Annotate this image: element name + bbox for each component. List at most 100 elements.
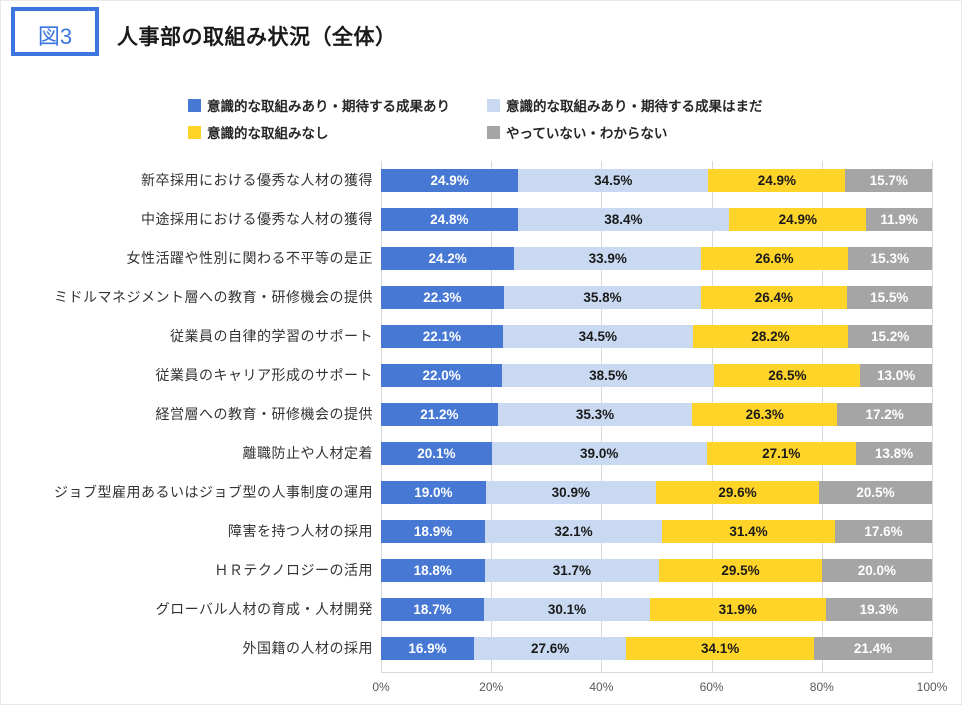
bar-segment: 13.8% xyxy=(855,442,932,465)
bar-segment: 35.8% xyxy=(503,286,702,309)
bar-segment: 13.0% xyxy=(860,364,932,387)
segment-value-label: 28.2% xyxy=(751,329,790,344)
bar-row: 20.1% 39.0% 27.1% 13.8% xyxy=(381,442,932,465)
bar-row: 22.1% 34.5% 28.2% 15.2% xyxy=(381,325,932,348)
bar-segment: 18.9% xyxy=(381,520,486,543)
category-label: グローバル人材の育成・人材開発 xyxy=(155,601,373,617)
x-axis-tick: 40% xyxy=(589,680,614,694)
segment-value-label: 20.1% xyxy=(417,446,456,461)
segment-value-label: 26.3% xyxy=(745,407,784,422)
legend-item-series-4: やっていない・わからない xyxy=(487,124,667,141)
legend-label: 意識的な取組みあり・期待する成果はまだ xyxy=(506,99,763,114)
segment-value-label: 19.3% xyxy=(859,602,898,617)
bar-segment: 24.9% xyxy=(708,169,846,192)
category-label: 離職防止や人材定着 xyxy=(242,445,373,461)
segment-value-label: 31.9% xyxy=(718,602,757,617)
segment-value-label: 30.9% xyxy=(551,485,590,500)
category-label: 中途採用における優秀な人材の獲得 xyxy=(141,211,373,227)
bar-segment: 11.9% xyxy=(866,208,932,231)
segment-value-label: 13.0% xyxy=(877,368,916,383)
bar-segment: 38.4% xyxy=(517,208,730,231)
bar-segment: 20.5% xyxy=(819,481,932,504)
bar-segment: 17.6% xyxy=(834,520,932,543)
segment-value-label: 31.4% xyxy=(729,524,768,539)
segment-value-label: 35.8% xyxy=(583,290,622,305)
bar-row: 19.0% 30.9% 29.6% 20.5% xyxy=(381,481,932,504)
bar-segment: 34.5% xyxy=(518,169,709,192)
figure-label-box: 図3 xyxy=(11,7,99,56)
category-labels: 新卒採用における優秀な人材の獲得 中途採用における優秀な人材の獲得 女性活躍や性別に… xyxy=(1,161,373,672)
segment-value-label: 17.6% xyxy=(864,524,903,539)
bar-segment: 30.1% xyxy=(484,598,650,621)
bar-segment: 24.2% xyxy=(381,247,515,270)
bar-segment: 32.1% xyxy=(485,520,662,543)
bar-segment: 22.1% xyxy=(381,325,503,348)
bar-segment: 18.8% xyxy=(381,559,485,582)
segment-value-label: 22.1% xyxy=(422,329,462,344)
segment-value-label: 22.0% xyxy=(422,368,461,383)
x-axis-line xyxy=(381,672,933,673)
category-label: 経営層への教育・研修機会の提供 xyxy=(155,406,373,422)
segment-value-label: 21.2% xyxy=(420,407,459,422)
bar-segment: 24.9% xyxy=(729,208,867,231)
bar-row: 18.7% 30.1% 31.9% 19.3% xyxy=(381,598,932,621)
bar-segment: 31.4% xyxy=(661,520,835,543)
segment-value-label: 17.2% xyxy=(865,407,904,422)
bar-segment: 27.6% xyxy=(474,637,627,660)
segment-value-label: 24.2% xyxy=(428,251,467,266)
bar-segment: 16.9% xyxy=(381,637,475,660)
segment-value-label: 31.7% xyxy=(552,563,592,578)
segment-value-label: 15.7% xyxy=(869,173,908,188)
bar-segment: 28.2% xyxy=(692,325,849,348)
bar-segment: 26.3% xyxy=(692,403,838,426)
x-axis-tick: 20% xyxy=(479,680,504,694)
legend-swatch-gray xyxy=(487,125,500,139)
segment-value-label: 20.5% xyxy=(856,485,895,500)
bar-row: 22.0% 38.5% 26.5% 13.0% xyxy=(381,364,932,387)
bar-segment: 38.5% xyxy=(502,364,715,387)
legend-swatch-blue xyxy=(188,98,201,112)
segment-value-label: 33.9% xyxy=(588,251,627,266)
bar-segment: 30.9% xyxy=(485,481,656,504)
bar-row: 24.8% 38.4% 24.9% 11.9% xyxy=(381,208,932,231)
x-axis-tick: 0% xyxy=(372,680,390,694)
segment-value-label: 20.0% xyxy=(857,563,896,578)
bar-segment: 22.3% xyxy=(381,286,504,309)
bar-segment: 24.9% xyxy=(381,169,519,192)
bar-segment: 21.2% xyxy=(381,403,498,426)
bar-segment: 26.5% xyxy=(714,364,861,387)
segment-value-label: 24.9% xyxy=(778,212,817,227)
segment-value-label: 15.5% xyxy=(870,290,909,305)
bar-segment: 26.6% xyxy=(701,247,848,270)
segment-value-label: 38.5% xyxy=(589,368,628,383)
segment-value-label: 15.2% xyxy=(870,329,910,344)
bar-segment: 26.4% xyxy=(701,286,847,309)
category-label: 女性活躍や性別に関わる不平等の是正 xyxy=(126,250,373,266)
category-label: ジョブ型雇用あるいはジョブ型の人事制度の運用 xyxy=(54,484,373,500)
bar-segment: 29.5% xyxy=(659,559,822,582)
legend-item-series-1: 意識的な取組みあり・期待する成果あり xyxy=(188,97,450,114)
segment-value-label: 21.4% xyxy=(853,641,893,656)
x-axis-tick: 100% xyxy=(916,680,948,694)
bar-row: 22.3% 35.8% 26.4% 15.5% xyxy=(381,286,932,309)
bar-segment: 20.1% xyxy=(381,442,492,465)
segment-value-label: 26.5% xyxy=(768,368,807,383)
page-title: 人事部の取組み状況（全体） xyxy=(117,26,397,49)
bar-segment: 24.8% xyxy=(381,208,518,231)
bar-segment: 15.3% xyxy=(847,247,932,270)
segment-value-label: 15.3% xyxy=(870,251,909,266)
category-label: ミドルマネジメント層への教育・研修機会の提供 xyxy=(54,289,373,305)
segment-value-label: 16.9% xyxy=(408,641,447,656)
category-label: 従業員の自律的学習のサポート xyxy=(170,328,373,344)
legend-item-series-2: 意識的な取組みあり・期待する成果はまだ xyxy=(487,97,763,114)
figure-label: 図3 xyxy=(37,23,73,49)
segment-value-label: 34.5% xyxy=(594,173,633,188)
segment-value-label: 29.6% xyxy=(718,485,757,500)
segment-value-label: 26.6% xyxy=(755,251,794,266)
bar-segment: 31.9% xyxy=(649,598,826,621)
category-label: 外国籍の人材の採用 xyxy=(242,640,373,656)
bar-row: 16.9% 27.6% 34.1% 21.4% xyxy=(381,637,932,660)
segment-value-label: 13.8% xyxy=(874,446,914,461)
bar-row: 24.9% 34.5% 24.9% 15.7% xyxy=(381,169,932,192)
segment-value-label: 29.5% xyxy=(721,563,760,578)
